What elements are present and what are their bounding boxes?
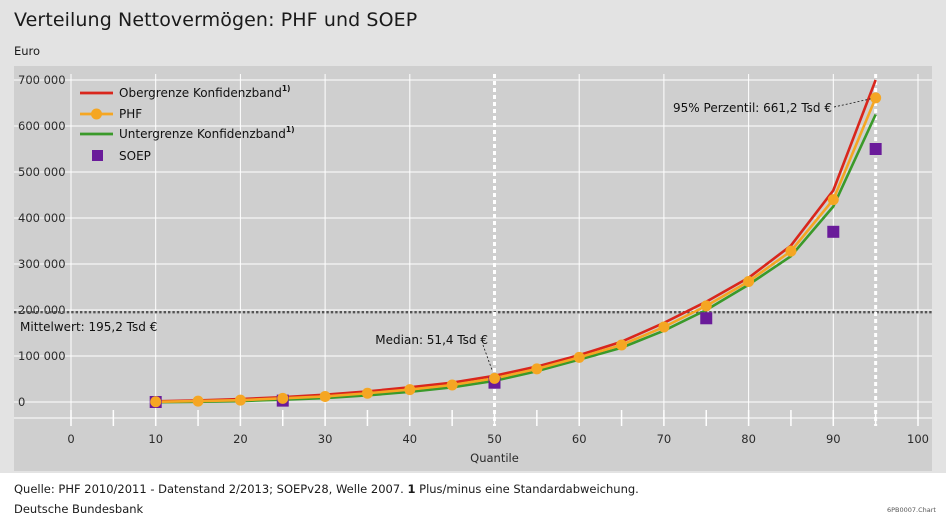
legend-swatch-marker [91, 108, 102, 120]
p95-annotation: 95% Perzentil: 661,2 Tsd € [673, 101, 832, 115]
x-tick-label: 90 [826, 432, 841, 446]
x-axis: 0 10 20 30 40 50 60 70 80 90 100 Quantile [14, 410, 932, 465]
phf-point [700, 300, 712, 312]
phf-point [743, 275, 755, 287]
publisher: Deutsche Bundesbank [14, 502, 144, 516]
legend: Obergrenze Konfidenzband1) PHF Untergrenze… [80, 84, 295, 163]
series-line-1 [155, 97, 877, 404]
y-axis-labels: 0 100 000 200 000 300 000 400 000 500 000 600 … [18, 73, 66, 409]
x-tick-label: 40 [402, 432, 417, 446]
series [149, 79, 882, 408]
x-tick-label: 50 [487, 432, 502, 446]
phf-point [404, 384, 416, 396]
x-tick-label: 100 [907, 432, 929, 446]
y-tick-label: 100 000 [18, 349, 66, 363]
y-tick-label: 600 000 [18, 119, 66, 133]
x-tick-label: 0 [67, 432, 74, 446]
footer [0, 473, 946, 522]
phf-point [785, 245, 797, 257]
phf-point [277, 392, 289, 404]
legend-label: Obergrenze Konfidenzband1) [119, 84, 290, 100]
phf-point [361, 387, 373, 399]
y-unit-label: Euro [14, 44, 41, 58]
phf-point [658, 321, 670, 333]
legend-label: PHF [119, 107, 142, 121]
phf-point [870, 92, 882, 104]
source-note: Quelle: PHF 2010/2011 - Datenstand 2/201… [14, 482, 639, 496]
chart-code: 6PB0007.Chart [887, 506, 936, 514]
phf-point [573, 351, 585, 363]
legend-footnote-mark: 1) [282, 84, 291, 93]
soep-point [827, 225, 840, 238]
x-tick-label: 10 [148, 432, 163, 446]
phf-point [234, 394, 246, 406]
mean-label: Mittelwert: 195,2 Tsd € [20, 320, 157, 334]
x-tick-label: 60 [572, 432, 587, 446]
phf-point [616, 339, 628, 351]
phf-point [446, 379, 458, 391]
annotations: Median: 51,4 Tsd € 95% Perzentil: 661,2 T… [375, 98, 871, 372]
median-annotation: Median: 51,4 Tsd € [375, 333, 488, 347]
x-tick-label: 80 [741, 432, 756, 446]
series-line-2 [155, 113, 877, 404]
y-tick-label: 0 [18, 395, 25, 409]
phf-point [531, 363, 543, 375]
legend-swatch-soep [92, 150, 103, 161]
legend-label: Untergrenze Konfidenzband1) [119, 125, 295, 141]
x-tick-label: 70 [657, 432, 672, 446]
plot-background [14, 66, 932, 471]
soep-point [700, 312, 713, 325]
legend-footnote-mark: 1) [286, 125, 295, 134]
chart-title: Verteilung Nettovermögen: PHF und SOEP [14, 9, 418, 31]
x-axis-title: Quantile [470, 451, 519, 465]
y-tick-label: 700 000 [18, 73, 66, 87]
legend-label: SOEP [119, 149, 151, 163]
y-tick-label: 500 000 [18, 165, 66, 179]
phf-point [489, 372, 500, 384]
y-tick-label: 200 000 [18, 303, 66, 317]
reference-lines: Mittelwert: 195,2 Tsd € [14, 74, 932, 426]
phf-point [192, 395, 204, 407]
x-tick-label: 20 [233, 432, 248, 446]
phf-point [150, 396, 162, 408]
x-tick-label: 30 [318, 432, 333, 446]
phf-point [319, 390, 331, 402]
median-leader [482, 344, 493, 372]
phf-point [827, 194, 839, 206]
y-tick-label: 300 000 [18, 257, 66, 271]
soep-point [869, 143, 882, 155]
y-tick-label: 400 000 [18, 211, 66, 225]
